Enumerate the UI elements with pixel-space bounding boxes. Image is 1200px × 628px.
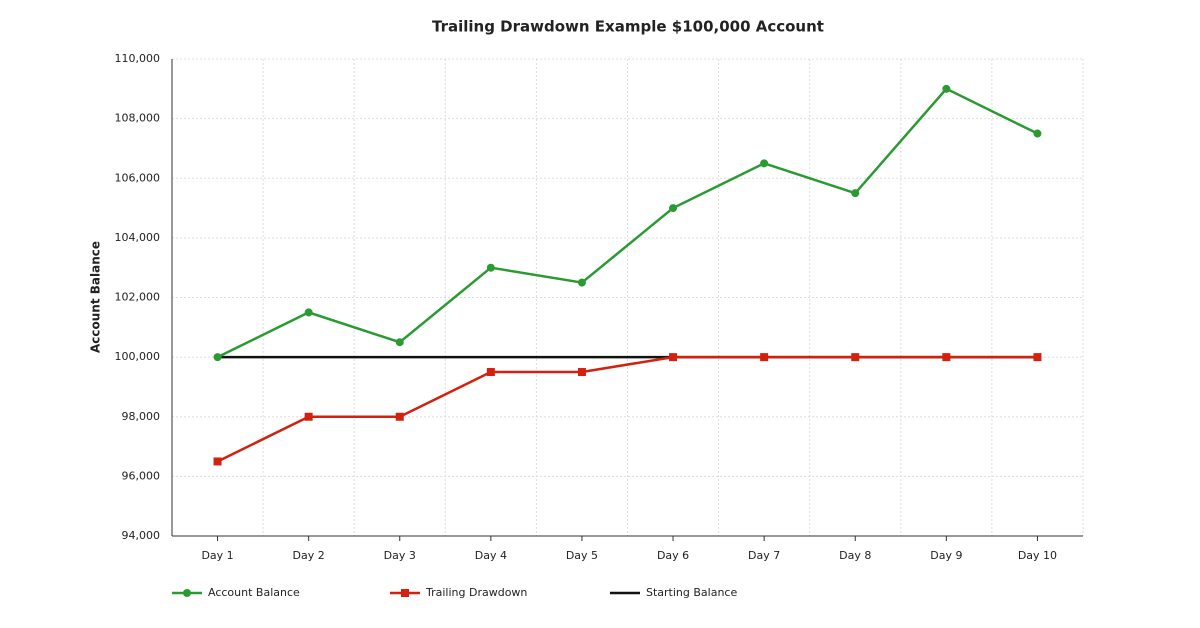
- point: [1033, 353, 1042, 362]
- series-line: [216, 355, 1038, 463]
- series-line: [216, 87, 1039, 359]
- point: [304, 308, 313, 317]
- point: [577, 368, 586, 377]
- x-tick-label: Day 5: [566, 549, 598, 562]
- y-tick-label: 94,000: [122, 529, 161, 542]
- point: [486, 368, 495, 377]
- point: [1033, 129, 1042, 138]
- point: [213, 457, 222, 466]
- legend-marker: [183, 589, 191, 597]
- x-tick-label: Day 8: [839, 549, 871, 562]
- point: [395, 412, 404, 421]
- point: [942, 353, 951, 362]
- x-tick-label: Day 3: [384, 549, 416, 562]
- point: [486, 263, 495, 272]
- y-axis-label: Account Balance: [89, 241, 103, 353]
- point: [760, 353, 769, 362]
- point: [669, 204, 678, 213]
- x-tick-label: Day 4: [475, 549, 507, 562]
- point: [851, 189, 860, 198]
- point: [760, 159, 769, 168]
- point: [942, 84, 951, 93]
- point: [577, 278, 586, 287]
- y-tick-label: 108,000: [115, 112, 161, 125]
- y-tick-label: 106,000: [115, 171, 161, 184]
- point: [213, 353, 222, 362]
- x-tick-label: Day 10: [1018, 549, 1057, 562]
- y-tick-label: 102,000: [115, 291, 161, 304]
- y-tick-label: 96,000: [122, 469, 161, 482]
- point: [395, 338, 404, 347]
- legend-label: Account Balance: [208, 586, 300, 599]
- point: [304, 412, 313, 421]
- x-tick-label: Day 7: [748, 549, 780, 562]
- x-tick-label: Day 9: [930, 549, 962, 562]
- y-tick-label: 100,000: [115, 350, 161, 363]
- legend-label: Trailing Drawdown: [425, 586, 527, 599]
- x-tick-label: Day 6: [657, 549, 689, 562]
- y-tick-label: 110,000: [115, 52, 161, 65]
- y-tick-label: 104,000: [115, 231, 161, 244]
- x-tick-label: Day 1: [201, 549, 233, 562]
- legend-label: Starting Balance: [646, 586, 737, 599]
- point: [669, 353, 678, 362]
- point: [851, 353, 860, 362]
- chart-title: Trailing Drawdown Example $100,000 Accou…: [432, 18, 824, 36]
- y-tick-label: 98,000: [122, 410, 161, 423]
- legend-marker: [401, 589, 409, 597]
- x-tick-label: Day 2: [293, 549, 325, 562]
